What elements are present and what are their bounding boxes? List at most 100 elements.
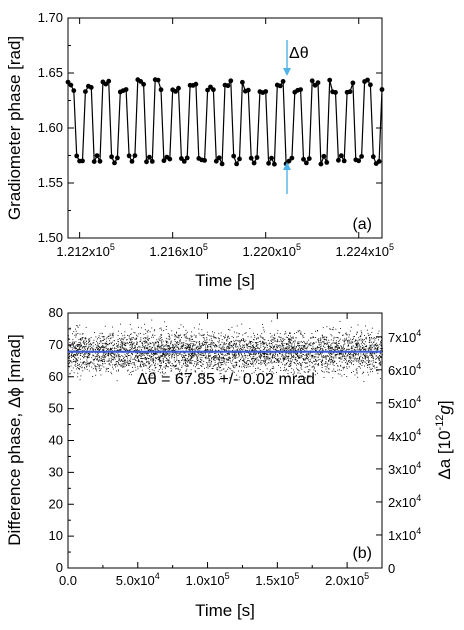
panel-b-data-point bbox=[332, 348, 334, 350]
panel-b-data-point bbox=[296, 352, 298, 354]
panel-b-data-point bbox=[237, 345, 239, 347]
panel-b-data-point bbox=[123, 359, 125, 361]
panel-b-data-point bbox=[263, 356, 264, 358]
panel-b-data-point bbox=[274, 348, 276, 350]
panel-b-data-point bbox=[209, 345, 211, 347]
panel-b-data-point bbox=[244, 349, 246, 351]
panel-b-data-point bbox=[326, 336, 328, 338]
panel-b-data-point bbox=[88, 338, 90, 340]
panel-b-data-point bbox=[88, 343, 90, 345]
panel-b-data-point bbox=[189, 338, 191, 340]
panel-b-data-point bbox=[308, 353, 310, 355]
panel-b-data-point bbox=[185, 349, 187, 351]
panel-b-data-point bbox=[83, 342, 85, 344]
panel-b-data-point bbox=[347, 340, 349, 341]
panel-b-data-point bbox=[102, 345, 104, 347]
panel-b-data-point bbox=[68, 344, 70, 346]
panel-b-data-point bbox=[191, 331, 193, 333]
panel-b-data-point bbox=[84, 364, 86, 366]
panel-b-data-point bbox=[341, 375, 343, 377]
panel-b-data-point bbox=[338, 354, 340, 356]
panel-b-data-point bbox=[144, 337, 146, 339]
panel-b-data-point bbox=[152, 347, 154, 349]
panel-b-data-point bbox=[371, 347, 373, 349]
panel-b-data-point bbox=[325, 358, 327, 360]
panel-b-data-point bbox=[118, 343, 119, 345]
panel-b-data-point bbox=[321, 358, 323, 360]
panel-b-data-point bbox=[185, 359, 187, 361]
panel-b-data-point bbox=[178, 335, 180, 337]
panel-a-x-axis-label: Time [s] bbox=[195, 271, 255, 290]
panel-a-data-point bbox=[228, 78, 234, 84]
panel-b-data-point bbox=[307, 345, 309, 347]
panel-b-data-point bbox=[361, 333, 363, 335]
panel-b-data-point bbox=[152, 334, 153, 336]
panel-b-data-point bbox=[330, 339, 332, 341]
panel-b-data-point bbox=[110, 362, 112, 363]
panel-b-data-point bbox=[226, 348, 228, 349]
panel-b-data-point bbox=[135, 359, 136, 361]
panel-a-data-point bbox=[193, 81, 199, 87]
panel-b-data-point bbox=[119, 346, 121, 348]
panel-b-data-point bbox=[140, 356, 142, 358]
panel-b-data-point bbox=[322, 356, 324, 358]
panel-b-data-point bbox=[281, 355, 283, 357]
panel-b-data-point bbox=[185, 360, 187, 362]
panel-b-data-point bbox=[276, 347, 278, 349]
panel-b-data-point bbox=[317, 372, 318, 374]
panel-b-data-point bbox=[370, 348, 372, 350]
panel-b-data-point bbox=[87, 363, 89, 364]
panel-b-data-point bbox=[190, 358, 192, 360]
panel-b-data-point bbox=[278, 358, 279, 360]
panel-b-data-point bbox=[103, 340, 104, 341]
panel-b-data-point bbox=[205, 357, 207, 359]
panel-b-data-point bbox=[157, 363, 159, 365]
panel-b-data-point bbox=[257, 337, 259, 339]
panel-b-data-point bbox=[75, 328, 76, 330]
panel-b-data-point bbox=[236, 332, 238, 334]
panel-b-data-point bbox=[206, 362, 208, 363]
panel-b-data-point bbox=[124, 366, 126, 368]
panel-b-data-point bbox=[184, 334, 186, 335]
panel-b-data-point bbox=[351, 342, 353, 344]
panel-b-data-point bbox=[71, 355, 73, 357]
panel-b-data-point bbox=[228, 343, 230, 345]
panel-b-data-point bbox=[275, 352, 277, 354]
panel-b-data-point bbox=[111, 373, 113, 375]
panel-b-data-point bbox=[207, 334, 208, 336]
panel-b-data-point bbox=[79, 366, 81, 368]
panel-b-data-point bbox=[77, 365, 79, 366]
panel-b-data-point bbox=[307, 375, 308, 377]
panel-b-data-point bbox=[306, 362, 308, 364]
panel-b-data-point bbox=[100, 347, 101, 349]
panel-b-data-point bbox=[226, 340, 228, 342]
panel-b-data-point bbox=[315, 349, 317, 351]
panel-b-data-point bbox=[283, 345, 285, 347]
panel-b-data-point bbox=[142, 340, 144, 342]
panel-b-data-point bbox=[196, 364, 197, 366]
panel-b-data-point bbox=[381, 341, 383, 342]
panel-b-data-point bbox=[299, 363, 301, 365]
panel-b-data-point bbox=[68, 363, 70, 364]
panel-b-data-point bbox=[270, 336, 272, 338]
panel-b-data-point bbox=[206, 366, 208, 368]
panel-b-data-point bbox=[88, 339, 89, 341]
panel-b-data-point bbox=[110, 348, 111, 350]
panel-b-data-point bbox=[248, 346, 250, 348]
panel-b-data-point bbox=[147, 367, 149, 369]
panel-b-data-point bbox=[238, 343, 240, 345]
panel-b-data-point bbox=[251, 349, 253, 351]
panel-b-data-point bbox=[159, 355, 161, 357]
panel-b-data-point bbox=[164, 366, 166, 368]
panel-b-data-point bbox=[340, 358, 342, 360]
panel-b-data-point bbox=[189, 346, 191, 347]
panel-b-data-point bbox=[218, 338, 220, 340]
panel-b-data-point bbox=[255, 350, 257, 351]
panel-b-data-point bbox=[96, 357, 98, 359]
panel-b-data-point bbox=[168, 345, 170, 346]
panel-b-data-point bbox=[213, 334, 215, 336]
panel-b-data-point bbox=[343, 344, 345, 346]
panel-b-data-point bbox=[99, 364, 101, 366]
panel-a-data-point bbox=[306, 156, 312, 162]
